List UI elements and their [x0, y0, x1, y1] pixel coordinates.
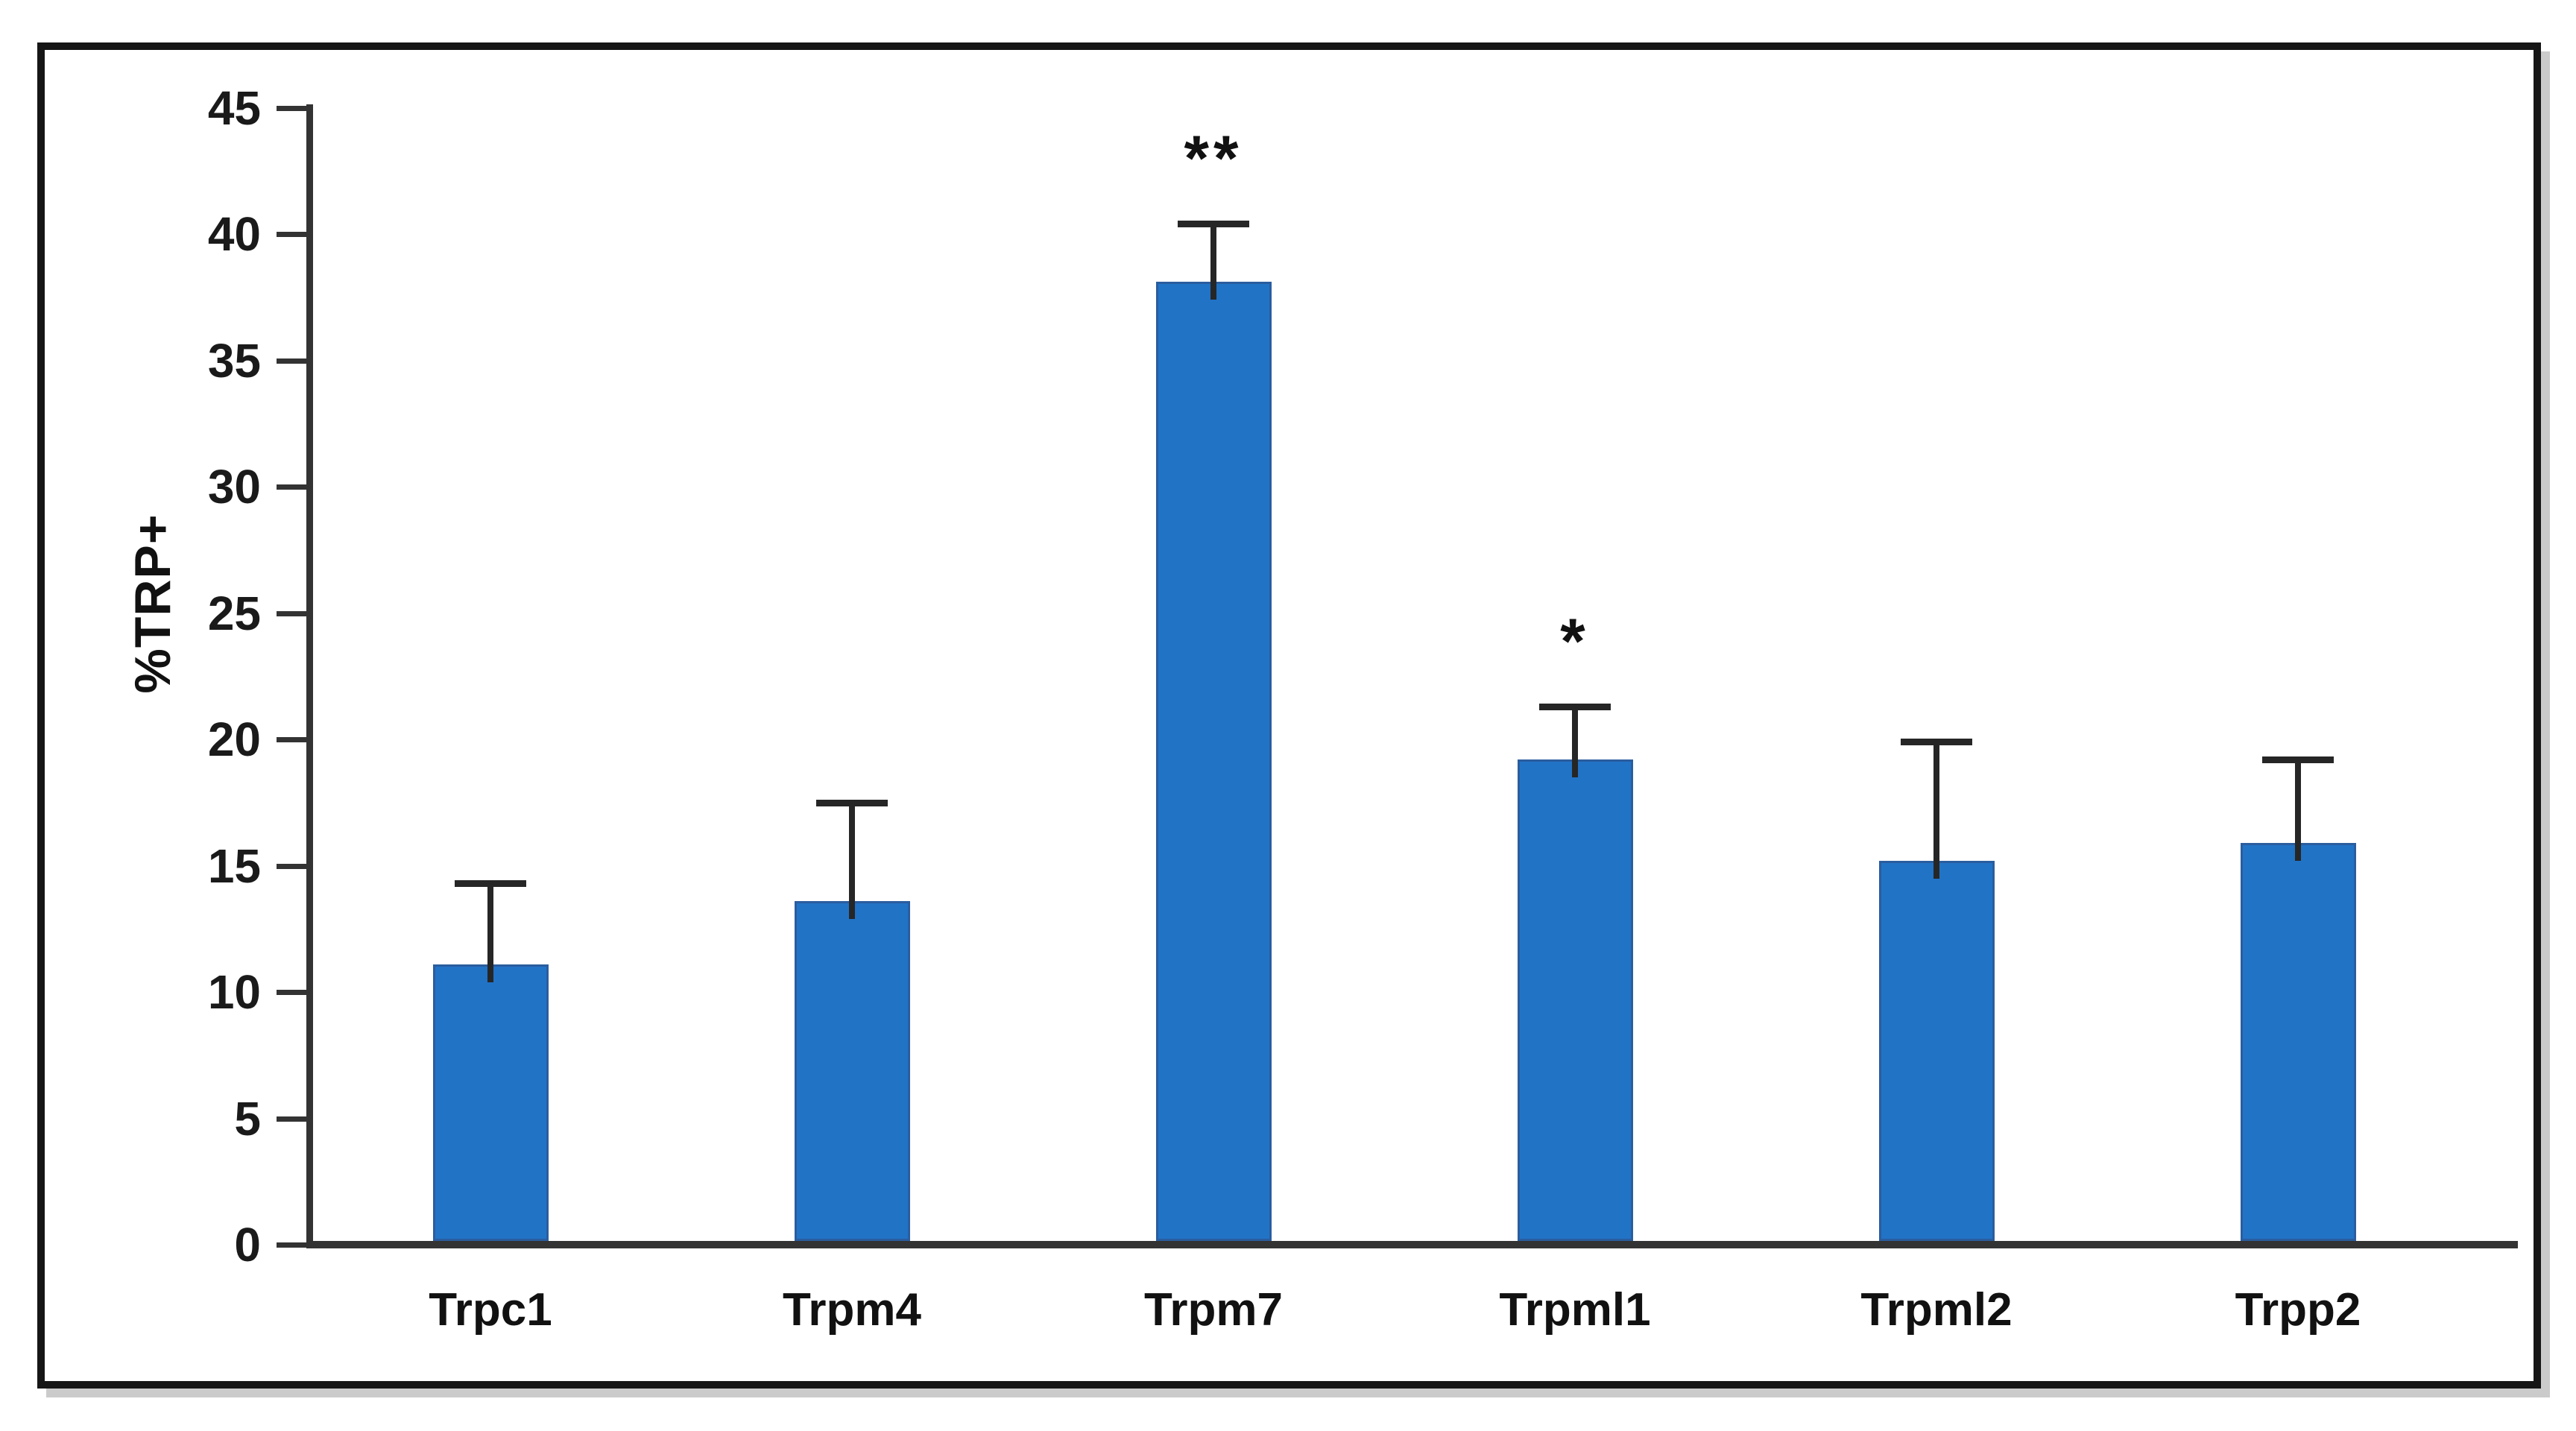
y-tick-label: 10	[207, 965, 261, 1019]
y-tick-mark	[277, 358, 309, 364]
y-tick-label: 35	[207, 333, 261, 388]
x-tick-label-trpc1: Trpc1	[429, 1284, 552, 1336]
x-tick-label-trpp2: Trpp2	[2235, 1284, 2361, 1336]
error-bar-cap	[1178, 221, 1249, 228]
error-bar-cap	[2262, 756, 2334, 764]
x-tick-label-trpml1: Trpml1	[1499, 1284, 1651, 1336]
error-bar-stem	[487, 883, 493, 982]
x-tick-label-trpm7: Trpm7	[1143, 1284, 1284, 1336]
y-tick-label: 45	[207, 80, 261, 135]
bar-trpml1	[1517, 759, 1633, 1241]
bar-trpm4	[794, 900, 910, 1241]
y-tick-mark	[277, 1116, 309, 1122]
y-tick-label: 5	[234, 1091, 261, 1146]
error-bar-stem	[1572, 706, 1578, 778]
bar-trpc1	[432, 964, 549, 1241]
error-bar-stem	[1933, 742, 1939, 879]
bar-trpm7	[1155, 282, 1272, 1241]
y-tick-label: 20	[207, 713, 261, 766]
y-tick-mark	[277, 863, 309, 869]
y-axis-line	[306, 104, 313, 1248]
x-tick-label-trpm4: Trpm4	[782, 1284, 922, 1336]
error-bar-stem	[1210, 224, 1216, 300]
y-tick-label: 0	[234, 1218, 261, 1272]
y-tick-label: 30	[207, 460, 261, 514]
y-tick-label: 40	[207, 207, 261, 261]
chart-frame	[37, 42, 2541, 1389]
significance-marker: **	[1184, 123, 1243, 195]
error-bar-cap	[816, 799, 888, 806]
y-tick-label: 15	[207, 838, 261, 893]
y-tick-mark	[277, 610, 309, 616]
y-tick-label: 25	[207, 586, 261, 640]
error-bar-stem	[2295, 759, 2301, 861]
error-bar-cap	[1901, 739, 1972, 746]
error-bar-cap	[455, 880, 526, 888]
error-bar-stem	[849, 802, 855, 919]
bar-trpp2	[2240, 842, 2356, 1241]
y-tick-mark	[277, 232, 309, 237]
x-axis-line	[306, 1241, 2518, 1248]
x-tick-label-trpml2: Trpml2	[1860, 1284, 2012, 1336]
y-tick-mark	[277, 484, 309, 490]
significance-marker: *	[1560, 605, 1590, 677]
bar-trpml2	[1878, 860, 1995, 1241]
y-tick-mark	[277, 1242, 309, 1248]
error-bar-cap	[1539, 703, 1611, 710]
y-tick-mark	[277, 990, 309, 995]
y-tick-mark	[277, 105, 309, 111]
y-tick-mark	[277, 737, 309, 742]
